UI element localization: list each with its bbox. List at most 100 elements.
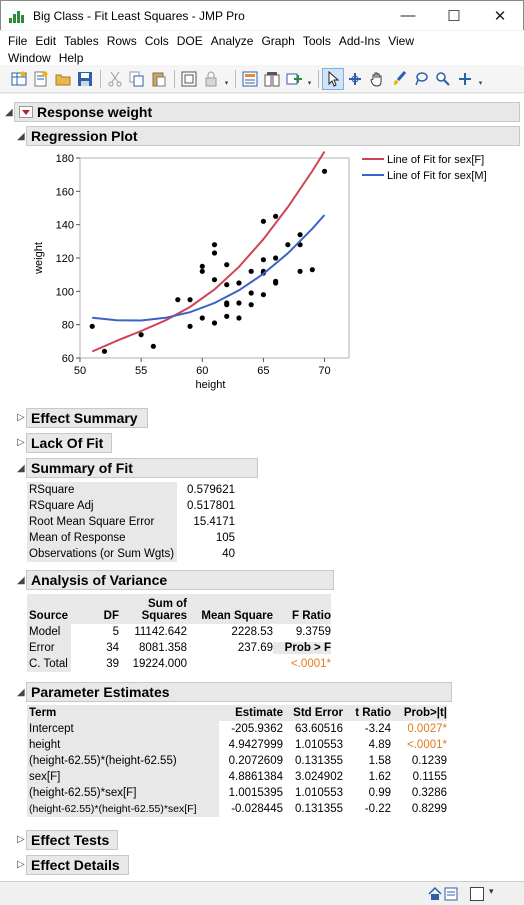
cut-icon[interactable]: [104, 68, 126, 90]
disclosure-open-icon[interactable]: ◢: [17, 131, 25, 142]
prob-f-header: Prob > F: [273, 642, 331, 654]
toolbar-dropdown-icon[interactable]: ▾: [307, 79, 312, 87]
menu-view[interactable]: View: [388, 33, 414, 48]
row-value: 15.4171: [193, 516, 235, 528]
header-df: DF: [103, 610, 119, 622]
journal-icon[interactable]: [178, 68, 200, 90]
disclosure-closed-icon[interactable]: ▷: [17, 412, 25, 423]
row-df: 34: [106, 642, 119, 654]
row-ss: 19224.000: [132, 658, 187, 670]
anova-outline[interactable]: Analysis of Variance: [26, 570, 334, 590]
paste-icon[interactable]: [148, 68, 170, 90]
lasso-icon[interactable]: [410, 68, 432, 90]
menu-edit[interactable]: Edit: [35, 33, 57, 48]
new-table-icon[interactable]: [8, 68, 30, 90]
effect-details-outline[interactable]: Effect Details: [26, 855, 129, 875]
save-icon[interactable]: [74, 68, 96, 90]
response-outline[interactable]: Response weight: [14, 102, 520, 122]
chevron-down-icon[interactable]: ▾: [489, 886, 494, 896]
header-estimate: Estimate: [235, 707, 283, 719]
effect-details-title: Effect Details: [31, 857, 120, 873]
close-button[interactable]: ✕: [493, 7, 507, 25]
scatter-point: [260, 218, 267, 224]
regression-plot-outline[interactable]: Regression Plot: [26, 126, 520, 146]
legend-label: Line of Fit for sex[F]: [387, 154, 484, 166]
toolbar-dropdown-icon[interactable]: ▾: [478, 79, 483, 87]
table-row: Root Mean Square Error 15.4171: [27, 514, 239, 530]
row-t-ratio: 0.99: [368, 787, 391, 799]
brush-icon[interactable]: [388, 68, 410, 90]
disclosure-closed-icon[interactable]: ▷: [17, 859, 25, 870]
effect-summary-outline[interactable]: Effect Summary: [26, 408, 148, 428]
toolbar-dropdown-icon[interactable]: ▾: [224, 79, 229, 87]
menu-help[interactable]: Help: [58, 50, 84, 65]
disclosure-open-icon[interactable]: ◢: [17, 687, 25, 698]
scatter-point: [236, 280, 242, 286]
scatter-point: [260, 292, 267, 298]
scatter-point: [236, 315, 242, 321]
menu-window[interactable]: Window: [8, 50, 51, 65]
red-triangle-menu-icon[interactable]: [19, 106, 33, 118]
menu-doe[interactable]: DOE: [176, 33, 203, 48]
menu-analyze[interactable]: Analyze: [210, 33, 254, 48]
scatter-point: [297, 268, 303, 274]
toolbar-separator: [314, 69, 322, 89]
disclosure-open-icon[interactable]: ◢: [17, 575, 25, 586]
hand-icon[interactable]: [366, 68, 388, 90]
dashboard-icon[interactable]: [261, 68, 283, 90]
row-value: 0.517801: [187, 500, 235, 512]
plus-icon[interactable]: [454, 68, 476, 90]
lack-of-fit-outline[interactable]: Lack Of Fit: [26, 433, 112, 453]
effect-tests-outline[interactable]: Effect Tests: [26, 830, 118, 850]
menu-tools[interactable]: Tools: [302, 33, 331, 48]
disclosure-open-icon[interactable]: ◢: [5, 107, 13, 118]
disclosure-closed-icon[interactable]: ▷: [17, 437, 25, 448]
x-tick-label: 55: [135, 365, 147, 377]
menu-graph[interactable]: Graph: [261, 33, 295, 48]
row-t-ratio: 1.62: [368, 771, 391, 783]
table-row: RSquare Adj 0.517801: [27, 498, 239, 514]
crosshair-icon[interactable]: [344, 68, 366, 90]
x-tick-label: 65: [257, 365, 269, 377]
parameter-estimates-outline[interactable]: Parameter Estimates: [26, 682, 452, 702]
menu-file[interactable]: File: [8, 33, 28, 48]
table-row: (height-62.55)*sex[F] 1.0015395 1.010553…: [27, 785, 447, 801]
minimize-button[interactable]: —: [400, 7, 416, 24]
add-icon[interactable]: [283, 68, 305, 90]
maximize-button[interactable]: ☐: [447, 7, 461, 25]
menu-add-ins[interactable]: Add-Ins: [338, 33, 381, 48]
row-value: 105: [215, 532, 235, 544]
summary-of-fit-outline[interactable]: Summary of Fit: [26, 458, 258, 478]
plot-area: [79, 157, 350, 359]
copy-icon[interactable]: [126, 68, 148, 90]
status-bar: ▾: [0, 881, 524, 905]
row-estimate: 4.9427999: [228, 739, 283, 751]
scatter-point: [89, 323, 95, 329]
regression-plot[interactable]: 50 55 60 65 70 60 80 100 120 140 160 180 height weigh…: [24, 148, 524, 398]
row-std-error: 63.60516: [295, 723, 343, 735]
plot-frame: [79, 157, 350, 359]
header-t-ratio: t Ratio: [355, 707, 391, 719]
scatter-point: [187, 323, 193, 329]
anova-header-row: Source DF Sum of Squares Mean Square F R…: [27, 594, 331, 624]
header-std-error: Std Error: [293, 707, 343, 719]
scatter-point: [297, 232, 303, 238]
row-std-error: 0.131355: [295, 755, 343, 767]
arrow-tool-icon[interactable]: [322, 67, 344, 90]
menu-rows[interactable]: Rows: [106, 33, 137, 48]
row-term: sex[F]: [27, 769, 219, 785]
disclosure-closed-icon[interactable]: ▷: [17, 834, 25, 845]
lock-icon[interactable]: [200, 68, 222, 90]
new-script-icon[interactable]: [30, 68, 52, 90]
open-icon[interactable]: [52, 68, 74, 90]
magnifier-icon[interactable]: [432, 68, 454, 90]
menu-cols[interactable]: Cols: [144, 33, 169, 48]
report-icon[interactable]: [444, 887, 458, 901]
home-icon[interactable]: [428, 886, 442, 901]
jmp-app-icon: [9, 9, 25, 23]
data-table-icon[interactable]: [239, 68, 261, 90]
menu-tables[interactable]: Tables: [64, 33, 99, 48]
disclosure-open-icon[interactable]: ◢: [17, 463, 25, 474]
checkbox-icon[interactable]: [470, 887, 484, 901]
plot-legend: Line of Fit for sex[F] Line of Fit for se…: [362, 154, 487, 182]
